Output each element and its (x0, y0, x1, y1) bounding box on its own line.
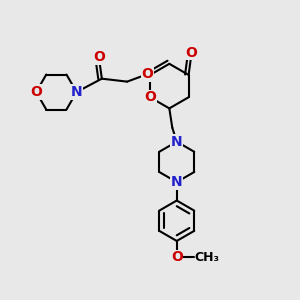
Text: O: O (30, 85, 42, 99)
Text: O: O (93, 50, 105, 64)
Text: N: N (171, 135, 183, 149)
Text: O: O (186, 46, 197, 60)
Text: CH₃: CH₃ (194, 251, 219, 264)
Text: N: N (171, 175, 183, 189)
Text: O: O (141, 67, 153, 81)
Text: O: O (144, 90, 156, 104)
Text: O: O (171, 250, 183, 264)
Text: N: N (71, 85, 82, 99)
